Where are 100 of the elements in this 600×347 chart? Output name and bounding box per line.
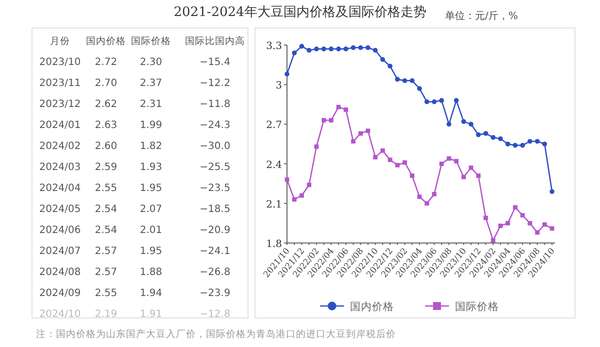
point — [373, 155, 378, 160]
text: 1.82 — [140, 141, 162, 152]
point — [299, 44, 304, 49]
text: 1.91 — [140, 309, 162, 320]
point — [542, 222, 547, 227]
point — [402, 160, 407, 165]
text: 2024/05 — [39, 204, 81, 215]
point — [528, 221, 532, 226]
y-tick-label: 3 — [276, 80, 282, 92]
text: 2.30 — [140, 57, 162, 68]
point — [410, 78, 415, 84]
point — [380, 57, 386, 62]
point — [498, 224, 503, 228]
point — [461, 119, 466, 124]
chart-title: 2021-2024年大豆国内价格及国际价格走势 — [174, 5, 426, 20]
point — [432, 192, 436, 196]
point — [535, 230, 540, 235]
point — [461, 174, 466, 180]
point — [550, 189, 554, 194]
text: 2.57 — [94, 246, 118, 257]
text: 1.95 — [140, 183, 162, 194]
text: 2024/09 — [39, 288, 81, 299]
text: −20.9 — [200, 225, 230, 236]
point — [490, 238, 496, 243]
point — [506, 221, 510, 226]
text: −25.5 — [200, 162, 230, 173]
point — [534, 138, 540, 144]
text: 2.70 — [94, 78, 118, 89]
point — [484, 216, 488, 220]
point — [446, 156, 452, 161]
point — [358, 45, 364, 50]
point — [454, 98, 459, 103]
text: 国际价格 — [131, 35, 171, 47]
point — [284, 72, 290, 76]
text: −24.1 — [200, 246, 230, 257]
point — [417, 86, 422, 91]
text: 2.60 — [94, 141, 118, 152]
point — [512, 205, 518, 210]
point — [417, 194, 422, 199]
point — [284, 177, 290, 182]
point — [454, 158, 459, 164]
text: 国际比国内高 — [185, 35, 245, 47]
text: 2.07 — [140, 204, 162, 215]
text: 2.59 — [94, 162, 118, 173]
point — [300, 193, 304, 198]
point — [395, 162, 400, 168]
text: −11.8 — [200, 99, 230, 110]
text: −23.9 — [200, 288, 230, 299]
text: 2023/10 — [39, 57, 81, 68]
text: 2.62 — [94, 99, 118, 110]
text: 注：国内价格为山东国产大豆入厂价，国际价格为青岛港口的进口大豆到岸税后价 — [36, 328, 396, 340]
text: 2.54 — [94, 204, 118, 215]
text: −12.2 — [200, 78, 230, 89]
point — [358, 131, 363, 136]
point — [328, 118, 334, 122]
text: 2.55 — [94, 183, 118, 194]
point — [505, 142, 510, 146]
text: −18.5 — [200, 204, 230, 215]
point — [439, 98, 444, 103]
text: 2024/03 — [39, 162, 81, 173]
text: 2.54 — [94, 225, 118, 236]
point — [366, 128, 370, 133]
point — [410, 173, 414, 178]
text: 2.57 — [94, 267, 118, 278]
point — [476, 173, 481, 178]
text: 2.63 — [94, 120, 118, 131]
point — [343, 46, 348, 52]
y-tick-label: 1.8 — [266, 239, 282, 250]
text: −23.5 — [200, 183, 230, 194]
point — [439, 162, 444, 166]
chart-subtitle: 单位：元/斤，% — [445, 10, 518, 22]
point — [321, 46, 326, 52]
text: 1.94 — [140, 288, 162, 299]
text: 2023/11 — [39, 78, 81, 89]
point — [512, 142, 518, 148]
point — [498, 136, 503, 142]
point — [322, 118, 326, 122]
text: −30.0 — [200, 141, 230, 152]
point — [292, 197, 297, 202]
text: 1.99 — [140, 120, 162, 131]
point — [520, 213, 525, 218]
text: 2.72 — [94, 57, 118, 68]
text: 月份 — [50, 36, 70, 47]
text: 2024/02 — [39, 141, 81, 152]
text: 2.37 — [140, 78, 162, 89]
y-tick-label: 2.4 — [266, 160, 282, 171]
point — [336, 46, 341, 52]
text: 国内价格 — [86, 35, 126, 47]
text: −24.3 — [200, 120, 230, 131]
point — [306, 48, 312, 53]
point — [372, 48, 378, 53]
text: 2023/12 — [39, 99, 81, 110]
text: 2.19 — [94, 309, 118, 320]
point — [528, 138, 532, 144]
text: 2024/10 — [39, 309, 81, 320]
point — [366, 45, 370, 50]
y-tick-label: 2.1 — [266, 199, 282, 210]
point — [476, 132, 481, 138]
point — [380, 148, 385, 153]
point — [520, 142, 525, 148]
